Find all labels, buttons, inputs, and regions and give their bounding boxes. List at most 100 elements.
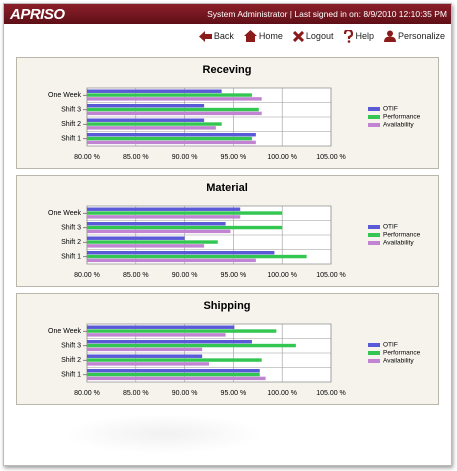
nav-personalize[interactable]: Personalize — [383, 30, 445, 42]
nav-label[interactable]: Logout — [305, 31, 334, 41]
x-tick-label: 85.00 % — [123, 154, 149, 161]
bar — [87, 211, 283, 215]
x-tick-label: 100.00 % — [267, 390, 297, 397]
bar — [87, 329, 277, 333]
bar — [87, 118, 205, 122]
x-tick-label: 95.00 % — [221, 390, 247, 397]
nav-home[interactable]: Home — [243, 30, 283, 42]
bar — [87, 107, 259, 112]
x-tick-label: 90.00 % — [172, 390, 198, 397]
bar — [87, 340, 252, 344]
bar — [87, 122, 222, 126]
x-tick-label: 80.00 % — [74, 390, 100, 397]
y-tick-label: Shift 3 — [61, 225, 81, 232]
bar — [87, 372, 260, 377]
background-decoration — [64, 414, 264, 454]
x-tick-label: 85.00 % — [123, 390, 149, 397]
icon — [292, 30, 304, 42]
top-bar: APRISO System Administrator | Last signe… — [4, 4, 451, 24]
bar — [87, 347, 203, 352]
chart-title: Material — [206, 182, 248, 194]
x-tick-label: 95.00 % — [221, 272, 247, 279]
legend-label: OTIF — [383, 224, 398, 231]
x-tick-label: 95.00 % — [221, 154, 247, 161]
legend-swatch — [368, 351, 380, 355]
bar — [87, 254, 307, 259]
legend-label: Performance — [383, 350, 421, 357]
bar — [87, 229, 231, 234]
icon — [198, 30, 212, 42]
bar — [87, 236, 185, 240]
icon — [243, 30, 257, 42]
bar — [87, 126, 216, 130]
x-tick-label: 105.00 % — [316, 272, 346, 279]
nav-label[interactable]: Help — [355, 31, 374, 41]
bar — [87, 215, 241, 219]
bar — [87, 222, 226, 226]
legend-swatch — [368, 233, 380, 237]
y-tick-label: Shift 3 — [61, 343, 81, 350]
icon — [383, 30, 396, 42]
legend-label: OTIF — [383, 342, 398, 349]
x-tick-label: 105.00 % — [316, 154, 346, 161]
nav-bar: Back Home Logout Help Personalize — [198, 28, 445, 44]
x-tick-label: 100.00 % — [267, 272, 297, 279]
status-text: System Administrator | Last signed in on… — [207, 9, 447, 19]
y-tick-label: Shift 2 — [61, 239, 81, 246]
bar — [87, 97, 262, 101]
bar — [87, 93, 252, 97]
bar — [87, 207, 241, 211]
x-tick-label: 100.00 % — [267, 154, 297, 161]
nav-label[interactable]: Home — [258, 31, 283, 41]
legend-swatch — [368, 123, 380, 127]
legend-label: Availability — [383, 240, 414, 247]
legend-swatch — [368, 107, 380, 111]
x-tick-label: 80.00 % — [74, 154, 100, 161]
bar — [87, 325, 235, 329]
bar — [87, 258, 256, 263]
nav-help[interactable]: Help — [343, 29, 374, 43]
x-tick-label: 90.00 % — [172, 154, 198, 161]
bar — [87, 333, 226, 337]
chart-panel: Shipping 80.00 % 85.00 % 90.00 % 95.00 % 100.… — [16, 293, 439, 405]
legend-label: Performance — [383, 114, 421, 121]
bar — [87, 358, 262, 362]
legend-swatch — [368, 343, 380, 347]
bar — [87, 111, 262, 116]
bar — [87, 240, 218, 244]
bar — [87, 369, 260, 373]
legend-swatch — [368, 359, 380, 363]
y-tick-label: Shift 1 — [61, 372, 81, 379]
x-tick-label: 85.00 % — [123, 272, 149, 279]
legend-label: Availability — [383, 122, 414, 129]
y-tick-label: Shift 2 — [61, 357, 81, 364]
x-tick-label: 105.00 % — [316, 390, 346, 397]
logo: APRISO — [10, 6, 65, 23]
bar — [87, 225, 283, 230]
bar — [87, 354, 203, 358]
nav-back[interactable]: Back — [198, 30, 234, 42]
y-tick-label: Shift 2 — [61, 121, 81, 128]
y-tick-label: One Week — [48, 92, 81, 99]
chart-panel: Material 80.00 % 85.00 % 90.00 % 95.00 % 100.… — [16, 175, 439, 287]
y-tick-label: Shift 3 — [61, 107, 81, 114]
chart-title: Receving — [203, 64, 252, 76]
legend-swatch — [368, 115, 380, 119]
chart-panel: Receving 80.00 % 85.00 % 90.00 % 95.00 % 100.… — [16, 57, 439, 169]
nav-label[interactable]: Back — [213, 31, 234, 41]
chart-title: Shipping — [203, 300, 250, 312]
legend-label: Performance — [383, 232, 421, 239]
y-tick-label: Shift 1 — [61, 136, 81, 143]
bar — [87, 89, 222, 93]
window: APRISO System Administrator | Last signe… — [3, 3, 452, 466]
y-tick-label: One Week — [48, 328, 81, 335]
bar — [87, 362, 209, 366]
bar — [87, 343, 296, 348]
nav-logout[interactable]: Logout — [292, 30, 334, 42]
bar — [87, 104, 205, 108]
nav-label[interactable]: Personalize — [397, 31, 445, 41]
bar — [87, 133, 256, 137]
bar — [87, 244, 205, 248]
bar — [87, 376, 266, 381]
